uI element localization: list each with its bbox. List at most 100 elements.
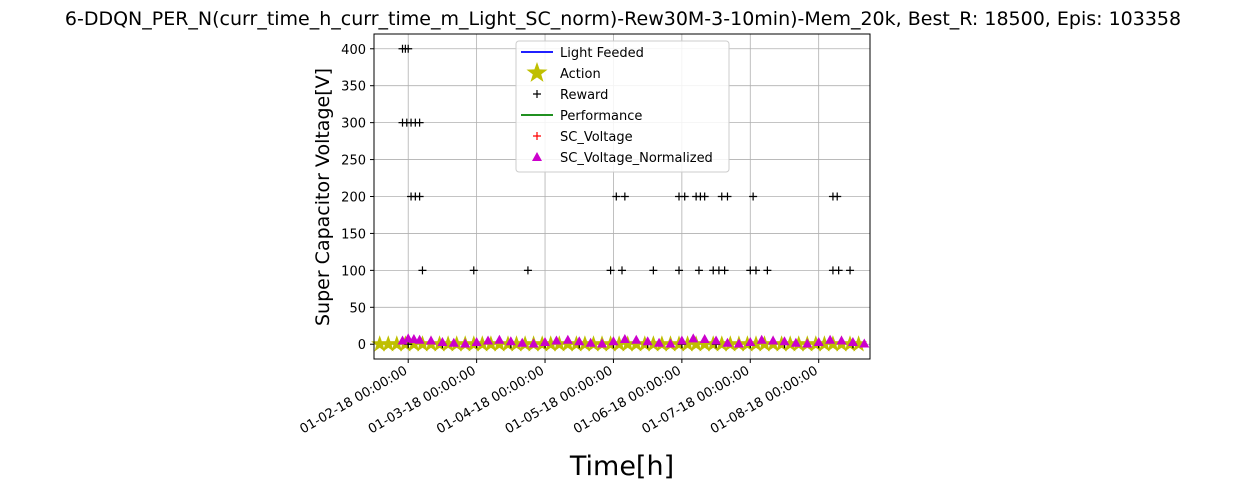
data-point [833, 192, 842, 201]
data-point [676, 335, 687, 345]
data-point [642, 336, 653, 346]
legend-marker [533, 132, 541, 140]
data-point [825, 334, 836, 344]
data-point [679, 335, 697, 352]
data-point [859, 338, 870, 348]
data-point [439, 335, 457, 352]
data-point [711, 335, 722, 345]
data-point [675, 266, 684, 275]
data-point [469, 266, 478, 275]
data-point [405, 335, 423, 352]
data-point [836, 335, 847, 345]
y-axis-label: Super Capacitor Voltage[V] [312, 68, 334, 326]
data-point [597, 338, 608, 348]
data-point [619, 334, 630, 344]
data-point [847, 337, 858, 347]
data-point [542, 335, 560, 352]
data-point [688, 333, 699, 343]
data-point [733, 338, 744, 348]
data-point [414, 334, 425, 344]
data-point [528, 338, 539, 348]
data-point [574, 336, 585, 346]
data-point [779, 336, 790, 346]
data-point [576, 335, 594, 352]
data-point [523, 266, 532, 275]
data-point [585, 337, 596, 347]
data-point [713, 335, 731, 352]
data-point [460, 338, 471, 348]
data-point [768, 335, 779, 345]
data-point [696, 335, 714, 352]
data-point [644, 335, 662, 352]
legend-marker [532, 152, 542, 161]
legend: Light Feeded Action Reward Performance SC_Vo… [515, 40, 730, 173]
data-point [404, 44, 413, 53]
y-tick-label: 50 [349, 301, 366, 316]
data-point [612, 192, 621, 201]
data-point [551, 335, 562, 345]
y-tick-label: 150 [341, 227, 366, 242]
data-point [747, 335, 765, 352]
data-point [473, 335, 491, 352]
data-point [610, 335, 628, 352]
data-point [781, 335, 799, 352]
data-point [631, 334, 642, 344]
data-point [415, 118, 424, 127]
data-point [763, 266, 772, 275]
legend-box [515, 40, 730, 173]
data-point [749, 192, 758, 201]
data-point [751, 266, 760, 275]
data-point [620, 192, 629, 201]
chart-title: 6-DDQN_PER_N(curr_time_h_curr_time_m_Lig… [65, 8, 1181, 30]
legend-marker [526, 62, 548, 82]
data-point [846, 266, 855, 275]
y-tick-label: 200 [341, 191, 366, 206]
legend-label: Action [560, 67, 601, 82]
data-point [745, 337, 756, 347]
data-point [562, 334, 573, 344]
data-point [471, 337, 482, 347]
data-point [802, 338, 813, 348]
y-tick-label: 350 [341, 80, 366, 95]
legend-label: Performance [560, 109, 642, 124]
plot-data [371, 44, 870, 352]
data-point [694, 266, 703, 275]
legend-marker [533, 90, 541, 98]
data-point [608, 336, 619, 346]
data-point [517, 337, 528, 347]
data-point [483, 335, 494, 345]
legend-label: Reward [560, 88, 608, 103]
data-point [426, 335, 437, 345]
data-point [418, 266, 427, 275]
data-point [437, 337, 448, 347]
data-point [699, 334, 710, 344]
data-point [790, 337, 801, 347]
data-point [815, 335, 833, 352]
data-point [850, 335, 868, 352]
data-point [379, 335, 397, 352]
y-axis: 0 50 100 150 200 250 300 350 400 [341, 43, 374, 353]
y-tick-label: 300 [341, 117, 366, 132]
data-point [756, 334, 767, 344]
data-point [371, 335, 389, 352]
data-point [834, 266, 843, 275]
data-point [415, 192, 424, 201]
y-tick-label: 100 [341, 264, 366, 279]
data-point [505, 336, 516, 346]
data-point [720, 266, 729, 275]
data-point [508, 335, 526, 352]
data-point [618, 266, 626, 275]
legend-label: Light Feeded [560, 46, 644, 61]
legend-label: SC_Voltage_Normalized [560, 151, 713, 166]
data-point [680, 192, 689, 201]
data-point [654, 337, 665, 347]
y-tick-label: 0 [358, 338, 366, 353]
x-axis-label: Time[h] [569, 451, 674, 482]
data-point [388, 335, 406, 352]
legend-label: SC_Voltage [560, 130, 633, 145]
data-point [723, 192, 732, 201]
data-point [700, 192, 709, 201]
data-point [619, 335, 637, 352]
data-point [687, 335, 705, 352]
